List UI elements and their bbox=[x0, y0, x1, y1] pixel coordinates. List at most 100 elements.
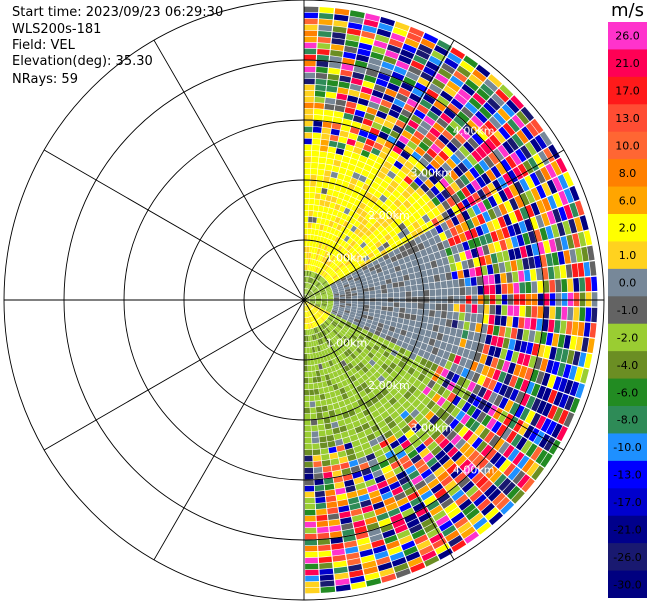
radar-gate bbox=[308, 216, 313, 223]
radar-gate bbox=[342, 220, 350, 228]
radar-gate bbox=[363, 510, 376, 520]
radar-gate bbox=[332, 383, 339, 391]
radar-gate bbox=[304, 413, 311, 420]
radar-gate bbox=[512, 271, 519, 283]
radar-gate bbox=[418, 417, 429, 427]
radar-gate bbox=[528, 427, 540, 442]
radar-gate bbox=[398, 222, 407, 231]
radar-gate bbox=[432, 324, 439, 332]
radar-gate bbox=[361, 366, 369, 374]
radar-gate bbox=[308, 341, 312, 348]
radar-gate bbox=[415, 49, 430, 60]
radar-gate bbox=[340, 367, 347, 374]
colorbar-swatch bbox=[608, 49, 647, 78]
radar-gate bbox=[321, 243, 326, 250]
radar-gate bbox=[368, 209, 376, 217]
radar-gate bbox=[457, 320, 464, 330]
radar-gate bbox=[412, 211, 421, 221]
radar-gate bbox=[536, 385, 547, 400]
radar-gate bbox=[322, 314, 328, 320]
radar-gate bbox=[387, 238, 395, 246]
radar-gate bbox=[326, 245, 332, 252]
radar-gate bbox=[316, 412, 323, 419]
radar-gate bbox=[445, 158, 457, 169]
radar-gate bbox=[446, 392, 457, 403]
radar-gate bbox=[445, 272, 452, 281]
radar-gate bbox=[343, 398, 351, 406]
radar-gate bbox=[315, 301, 322, 304]
radar-gate bbox=[416, 364, 425, 373]
radar-gate bbox=[373, 363, 381, 371]
radar-gate bbox=[483, 304, 490, 314]
radar-gate bbox=[368, 186, 377, 195]
radar-gate bbox=[530, 369, 539, 383]
radar-gate bbox=[314, 292, 320, 296]
radar-gate bbox=[329, 525, 342, 532]
radar-gate bbox=[312, 371, 317, 377]
radar-gate bbox=[575, 247, 583, 263]
radar-gate bbox=[421, 550, 437, 562]
radar-gate bbox=[386, 540, 400, 550]
radar-gate bbox=[569, 185, 580, 202]
radar-gate bbox=[365, 478, 376, 488]
radar-gate bbox=[333, 229, 340, 236]
radar-gate bbox=[460, 221, 469, 232]
radar-gate bbox=[371, 181, 380, 190]
radar-gate bbox=[418, 141, 430, 152]
radar-gate bbox=[445, 185, 456, 196]
colorbar-unit: m/s bbox=[611, 0, 644, 21]
radar-gate bbox=[334, 343, 340, 350]
radar-gate bbox=[354, 393, 362, 401]
radar-gate bbox=[336, 333, 343, 340]
radar-gate bbox=[400, 236, 409, 245]
radar-gate bbox=[338, 339, 345, 346]
radar-gate bbox=[310, 413, 317, 420]
radar-gate bbox=[450, 47, 466, 60]
radar-gate bbox=[513, 305, 520, 317]
radar-gate bbox=[463, 55, 478, 69]
radar-gate bbox=[488, 434, 500, 447]
radar-gate bbox=[307, 271, 311, 277]
radar-gate bbox=[431, 50, 446, 62]
radar-gate bbox=[334, 8, 350, 16]
radar-gate bbox=[312, 132, 322, 139]
radar-gate bbox=[352, 321, 359, 326]
radar-gate bbox=[316, 60, 329, 68]
radar-gate bbox=[305, 329, 308, 336]
radar-gate bbox=[393, 175, 403, 185]
radar-gate bbox=[549, 279, 556, 293]
radar-gate bbox=[393, 465, 405, 475]
radar-gate bbox=[332, 320, 338, 326]
colorbar-swatch bbox=[608, 406, 647, 434]
radar-gate bbox=[305, 289, 308, 295]
radar-gate bbox=[326, 288, 332, 292]
radar-gate bbox=[479, 480, 493, 493]
radar-gate bbox=[581, 337, 589, 352]
radar-gate bbox=[371, 121, 383, 131]
radar-gate bbox=[446, 381, 456, 392]
radar-gate bbox=[475, 128, 488, 142]
radar-gate bbox=[338, 254, 345, 261]
radar-gate bbox=[304, 222, 308, 229]
radar-gate bbox=[344, 385, 351, 393]
radar-gate bbox=[451, 319, 458, 329]
radar-gate bbox=[313, 108, 324, 115]
radar-gate bbox=[436, 117, 449, 129]
radar-gate bbox=[519, 192, 530, 206]
radar-gate bbox=[455, 365, 464, 376]
radar-gate bbox=[334, 258, 341, 265]
radar-gate bbox=[337, 286, 344, 290]
radar-gate bbox=[378, 131, 389, 140]
radar-gate bbox=[384, 198, 393, 208]
radar-gate bbox=[327, 291, 333, 295]
radar-gate bbox=[327, 79, 339, 87]
radar-gate bbox=[466, 207, 476, 218]
radar-gate bbox=[417, 349, 426, 357]
radar-gate bbox=[519, 206, 529, 220]
radar-gate bbox=[461, 480, 475, 493]
radar-gate bbox=[378, 318, 385, 324]
radar-gate bbox=[307, 329, 310, 336]
radar-gate bbox=[352, 172, 361, 180]
radar-gate bbox=[311, 156, 319, 163]
radar-gate bbox=[337, 355, 344, 362]
